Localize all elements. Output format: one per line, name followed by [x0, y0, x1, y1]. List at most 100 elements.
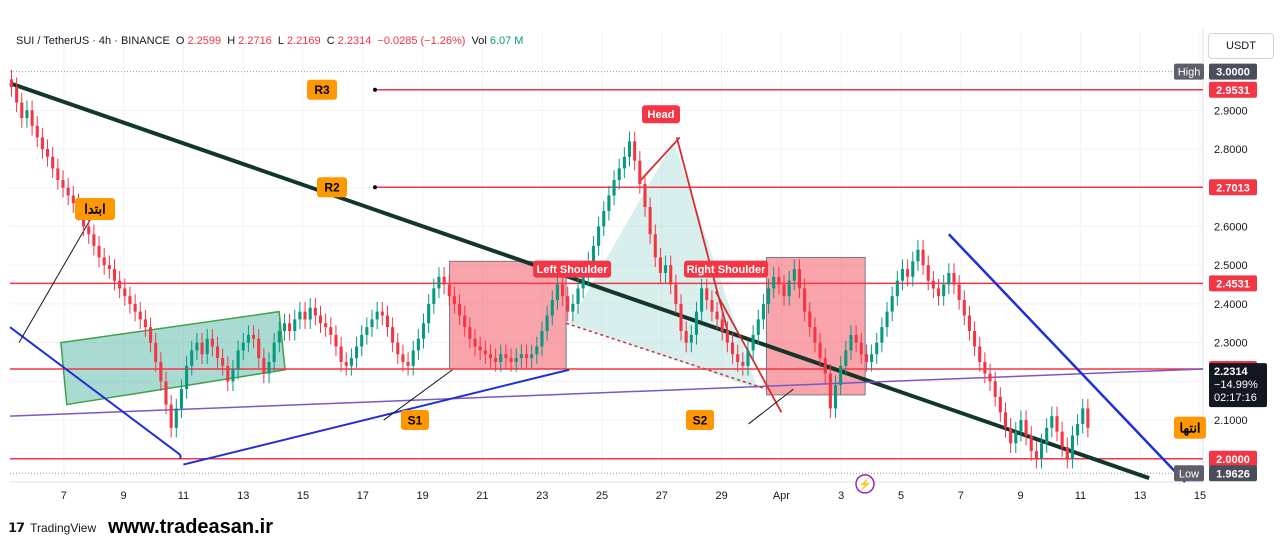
- time-tick: 27: [656, 490, 668, 502]
- candle-body: [710, 300, 714, 312]
- high-tag: High: [1178, 67, 1201, 79]
- head-line: [675, 137, 729, 332]
- candle-body: [700, 288, 704, 312]
- time-tick: Apr: [773, 490, 790, 502]
- candle-body: [674, 284, 678, 304]
- candle-body: [880, 327, 884, 343]
- time-tick: 25: [596, 490, 608, 502]
- candle-body: [720, 319, 724, 332]
- candle-body: [51, 156, 55, 169]
- s1-pointer: [383, 369, 453, 421]
- candle-body: [66, 187, 70, 196]
- start-label-box: [75, 198, 115, 221]
- candle-body: [138, 311, 142, 320]
- candle-body: [550, 300, 554, 316]
- price-tick: 2.8000: [1214, 144, 1248, 156]
- chart-grid: [10, 28, 1204, 483]
- candle-body: [689, 334, 693, 343]
- candle-body: [1081, 408, 1085, 424]
- candle-body: [813, 327, 817, 343]
- candle-body: [61, 180, 65, 188]
- symbol-info[interactable]: SUI / TetherUS · 4h · BINANCE: [16, 35, 170, 47]
- level-price-label-box: [1209, 81, 1257, 98]
- purple-trendline: [9, 368, 1204, 417]
- right-shoulder-label: Right Shoulder: [687, 264, 767, 276]
- candle-body: [380, 311, 384, 316]
- head-label-box: [642, 105, 680, 124]
- low-value: 2.2169: [287, 35, 321, 47]
- s2-label: S2: [693, 413, 708, 427]
- time-axis: 7 9 11 13 15 17 19 21 23 25 27 29 Apr 3 5 7 9 11 13 15: [61, 490, 1206, 502]
- candle-body: [519, 354, 523, 359]
- candle-body: [617, 168, 621, 181]
- candle-body: [159, 361, 163, 382]
- time-tick: 15: [297, 490, 309, 502]
- candle-body: [823, 358, 827, 374]
- candle-body: [725, 331, 729, 343]
- candle-body: [633, 141, 637, 161]
- tradingview-logo-icon[interactable]: 𝟭𝟳: [8, 519, 25, 535]
- candle-body: [694, 311, 699, 335]
- candle-body: [272, 342, 276, 362]
- candle-body: [978, 346, 982, 362]
- level-price-label: 2.7013: [1216, 182, 1250, 194]
- candle-body: [936, 288, 941, 297]
- time-tick: 7: [958, 490, 964, 502]
- candle-body: [1034, 451, 1038, 459]
- candle-body: [818, 342, 822, 359]
- candle-body: [664, 265, 668, 273]
- candle-body: [169, 404, 173, 428]
- candle-body: [488, 354, 493, 359]
- candle-body: [494, 358, 498, 362]
- candle-body: [741, 361, 745, 366]
- volume-label: Vol: [471, 35, 487, 47]
- right-shoulder-label-box: [684, 260, 768, 278]
- candle-body: [442, 276, 446, 285]
- start-label: ابتدا: [84, 202, 106, 217]
- candle-body: [226, 365, 230, 382]
- candle-body: [875, 342, 879, 355]
- candle-body: [1076, 423, 1080, 436]
- candle-body: [746, 350, 750, 366]
- candle-body: [679, 303, 683, 332]
- candle-body: [365, 327, 369, 335]
- candle-body: [983, 361, 987, 374]
- candle-body: [911, 261, 915, 277]
- blue-channel-upper: [947, 233, 1186, 483]
- currency-button[interactable]: USDT: [1208, 33, 1274, 59]
- candle-body: [112, 269, 117, 281]
- time-tick: 3: [838, 490, 844, 502]
- current-change: −14.99%: [1214, 379, 1258, 391]
- candle-body: [303, 311, 307, 320]
- price-tick: 2.4000: [1214, 299, 1248, 311]
- blue-down-arrow-line: [9, 326, 182, 456]
- candle-body: [514, 358, 518, 362]
- candle-body: [767, 288, 771, 304]
- candle-body: [627, 141, 632, 157]
- candle-body: [185, 365, 189, 390]
- left-shoulder-label-box: [533, 260, 612, 278]
- candle-body: [859, 342, 863, 355]
- time-tick: 23: [536, 490, 548, 502]
- r2-label-box: [317, 177, 347, 198]
- candle-body: [236, 350, 240, 370]
- close-value: 2.2314: [337, 35, 372, 47]
- candle-body: [916, 249, 920, 262]
- candle-body: [262, 358, 266, 374]
- candle-body: [1024, 420, 1028, 436]
- head-line: [640, 136, 681, 181]
- candle-body: [35, 125, 39, 138]
- candle-body: [839, 365, 843, 386]
- candle-body: [15, 87, 19, 103]
- candle-body: [231, 369, 235, 382]
- level-price-label: 2.9531: [1216, 85, 1250, 97]
- candle-body: [401, 354, 405, 362]
- tradingview-brand[interactable]: TradingView: [30, 520, 97, 535]
- candle-body: [967, 315, 971, 332]
- open-label: O: [175, 35, 185, 47]
- time-tick: 19: [416, 490, 428, 502]
- candle-body: [1039, 443, 1044, 459]
- open-value: 2.2599: [187, 35, 222, 47]
- candle-body: [669, 265, 673, 285]
